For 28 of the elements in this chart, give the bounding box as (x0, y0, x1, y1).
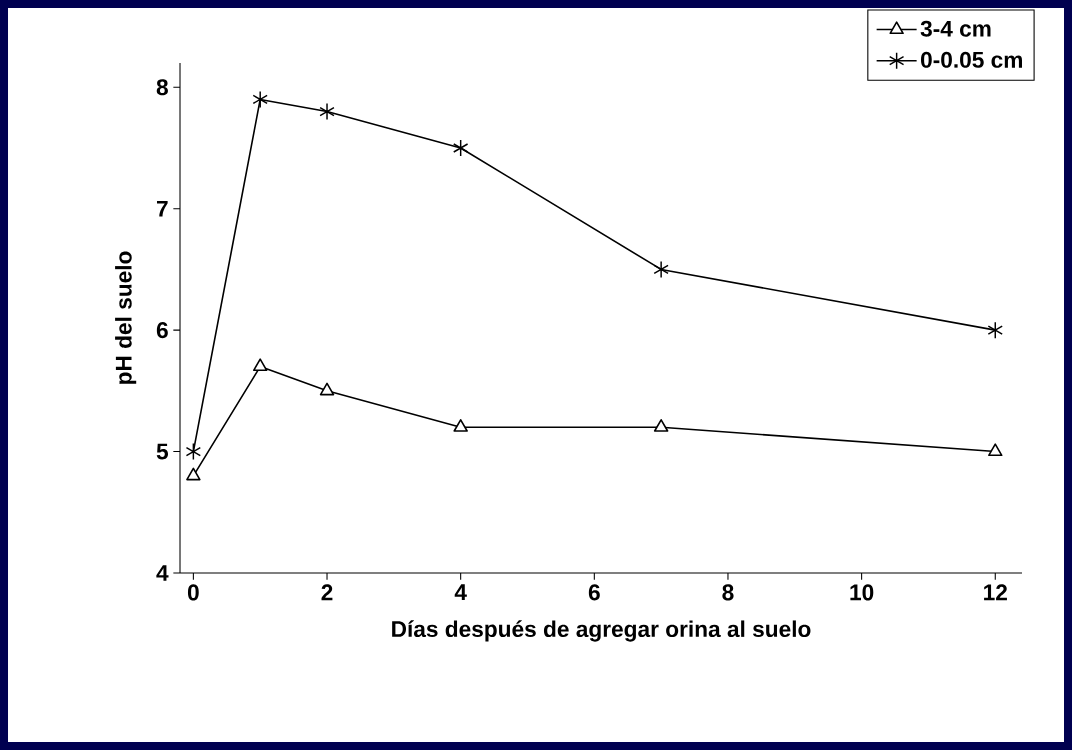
point (252, 358, 268, 372)
point (453, 139, 469, 157)
y-tick-label: 6 (156, 322, 168, 339)
y-tick-label: 5 (156, 443, 168, 460)
x-tick-label: 0 (187, 584, 199, 601)
point (319, 382, 335, 396)
y-tick-label: 8 (156, 79, 168, 96)
point (988, 443, 1003, 457)
x-tick-label: 2 (321, 584, 333, 601)
x-tick-label: 8 (722, 584, 734, 601)
x-axis-title: Días después de agregar orina al suelo (392, 620, 811, 642)
y-tick-label: 4 (156, 565, 169, 581)
legend-label: 3-4 cm (920, 20, 991, 37)
point (252, 90, 268, 109)
legend-label: 0-0.05 cm (921, 51, 1022, 68)
point (186, 467, 201, 481)
point (185, 442, 202, 461)
point (653, 419, 669, 432)
y-axis-title: pH del suelo (115, 251, 137, 384)
point (453, 419, 468, 432)
point (319, 102, 335, 121)
x-tick-label: 6 (588, 584, 600, 601)
point (987, 321, 1003, 339)
x-tick-label: 4 (454, 584, 467, 600)
x-tick-label: 12 (984, 584, 1007, 601)
y-tick-label: 7 (157, 200, 168, 217)
x-tick-label: 10 (850, 584, 874, 601)
point (653, 260, 669, 279)
